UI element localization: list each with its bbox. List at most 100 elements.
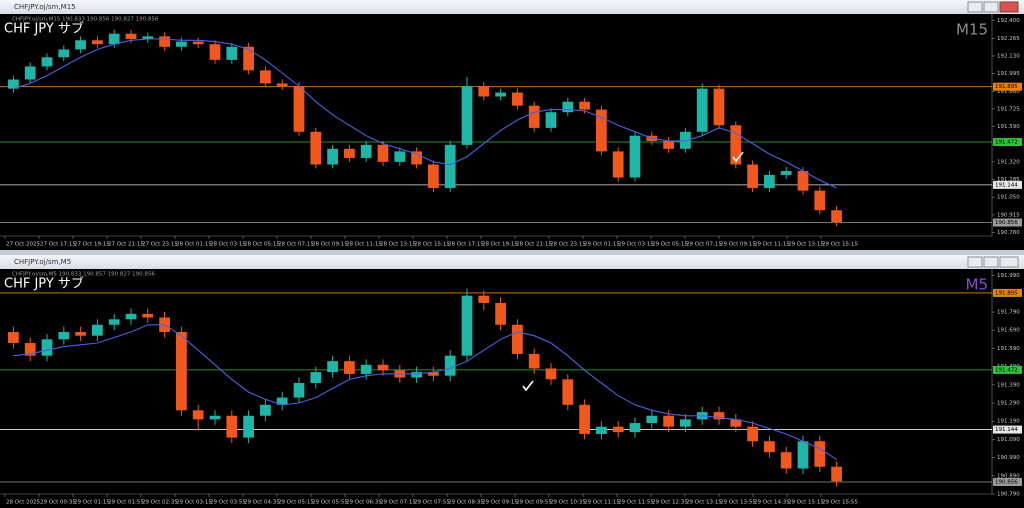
x-tick-label: 28 Oct 05:15 (244, 242, 280, 248)
candle-body (629, 423, 641, 433)
chart-area (0, 14, 1024, 250)
candle-body (680, 131, 691, 149)
x-tick-label: 27 Oct 21:15 (108, 242, 144, 248)
candle-body (428, 164, 439, 189)
x-tick-label: 29 Oct 11:15 (754, 242, 790, 248)
candle-body (545, 112, 557, 128)
window-title: CHFJPY.oj/sm,M5 (14, 258, 71, 266)
candle-body (512, 324, 523, 354)
y-tick-label: 190.915 (997, 212, 1020, 218)
x-tick-label: 29 Oct 00:35 (40, 500, 76, 506)
chart-title: CHF JPY サブ (4, 21, 84, 37)
candle-body (108, 33, 120, 45)
candle-body (75, 40, 86, 50)
y-tick-label: 191.590 (997, 124, 1020, 130)
candle-body (495, 92, 506, 97)
title-bar (0, 255, 1024, 269)
candle-body (646, 415, 658, 424)
candle-body (58, 332, 70, 340)
level-label: 191.472 (995, 139, 1018, 145)
candle-body (545, 368, 557, 380)
candle-body (478, 86, 490, 97)
x-tick-label: 28 Oct 11:15 (346, 242, 382, 248)
candle-body (327, 361, 338, 373)
y-tick-label: 191.725 (997, 106, 1020, 112)
x-tick-label: 28 Oct 23:15 (550, 242, 586, 248)
window-buttons[interactable] (967, 1, 1019, 13)
x-tick-label: 29 Oct 03:55 (210, 500, 246, 506)
moving-average (13, 324, 837, 460)
moving-average (13, 38, 837, 189)
candle-body (24, 342, 36, 356)
level-label: 190.856 (995, 220, 1018, 226)
x-tick-label: 27 Oct 17:15 (40, 242, 76, 248)
candle-body (596, 426, 607, 434)
candle-body (8, 332, 19, 343)
candle-body (209, 415, 221, 420)
candle-body (461, 86, 473, 145)
candle-body (747, 426, 758, 442)
x-tick-label: 28 Oct 15:15 (414, 242, 450, 248)
level-label: 191.144 (995, 427, 1018, 433)
candle-body (478, 295, 490, 303)
candle-body (310, 372, 322, 383)
y-tick-label: 192.400 (997, 18, 1020, 24)
x-tick-label: 29 Oct 13:15 (686, 500, 722, 506)
candle-body (596, 109, 607, 152)
check-mark (732, 151, 744, 163)
candle-body (444, 355, 456, 376)
x-tick-label: 29 Oct 15:15 (822, 242, 858, 248)
candle-body (142, 36, 154, 39)
candle-body (360, 144, 372, 158)
x-tick-label: 28 Oct 13:15 (380, 242, 416, 248)
candle-body (512, 92, 523, 106)
x-tick-label: 29 Oct 02:35 (142, 500, 178, 506)
level-tag (993, 180, 1022, 189)
x-tick-label: 29 Oct 15:55 (822, 500, 858, 506)
y-tick-label: 191.320 (997, 159, 1020, 165)
timeframe-label: M15 (956, 21, 988, 39)
candle-body (730, 419, 742, 427)
candle-body (579, 101, 590, 110)
candle-body (192, 410, 204, 420)
candle-body (243, 46, 254, 71)
candle-body (108, 319, 120, 325)
candle-body (92, 40, 103, 45)
x-tick-label: 27 Oct 23:15 (142, 242, 178, 248)
x-tick-label: 29 Oct 06:35 (346, 500, 382, 506)
x-tick-label: 29 Oct 03:15 (176, 500, 212, 506)
candle-body (142, 313, 154, 318)
candle-body (814, 441, 826, 467)
candle-body (696, 88, 708, 132)
candle-body (24, 66, 36, 80)
x-tick-label: 28 Oct 21:15 (516, 242, 552, 248)
y-tick-label: 190.790 (997, 492, 1020, 498)
level-tag (993, 365, 1022, 374)
x-tick-label: 28 Oct 07:15 (278, 242, 314, 248)
candle-body (680, 419, 691, 427)
candle-body (226, 415, 238, 438)
candle-body (797, 441, 809, 469)
candle-body (713, 412, 725, 420)
y-tick-label: 191.860 (997, 89, 1020, 95)
title-bar (0, 0, 1024, 14)
candle-body (377, 364, 389, 371)
x-tick-label: 29 Oct 05:15 (652, 242, 688, 248)
y-tick-label: 191.050 (997, 195, 1020, 201)
level-label: 191.895 (995, 84, 1018, 90)
candle-body (243, 415, 254, 438)
level-label: 191.895 (995, 290, 1018, 296)
timeframe-label: M5 (966, 276, 989, 294)
candle-body (41, 339, 53, 356)
x-tick-label: 29 Oct 09:15 (482, 500, 518, 506)
candle-body (780, 171, 792, 175)
x-tick-label: 29 Oct 15:15 (788, 500, 824, 506)
chart-title: CHF JPY サブ (4, 276, 84, 292)
window-buttons[interactable] (967, 256, 1019, 268)
candle-body (310, 131, 322, 165)
x-tick-label: 27 Oct 2025 (6, 242, 41, 248)
level-tag (993, 137, 1022, 146)
y-tick-label: 190.890 (997, 473, 1020, 479)
candle-body (327, 148, 338, 165)
